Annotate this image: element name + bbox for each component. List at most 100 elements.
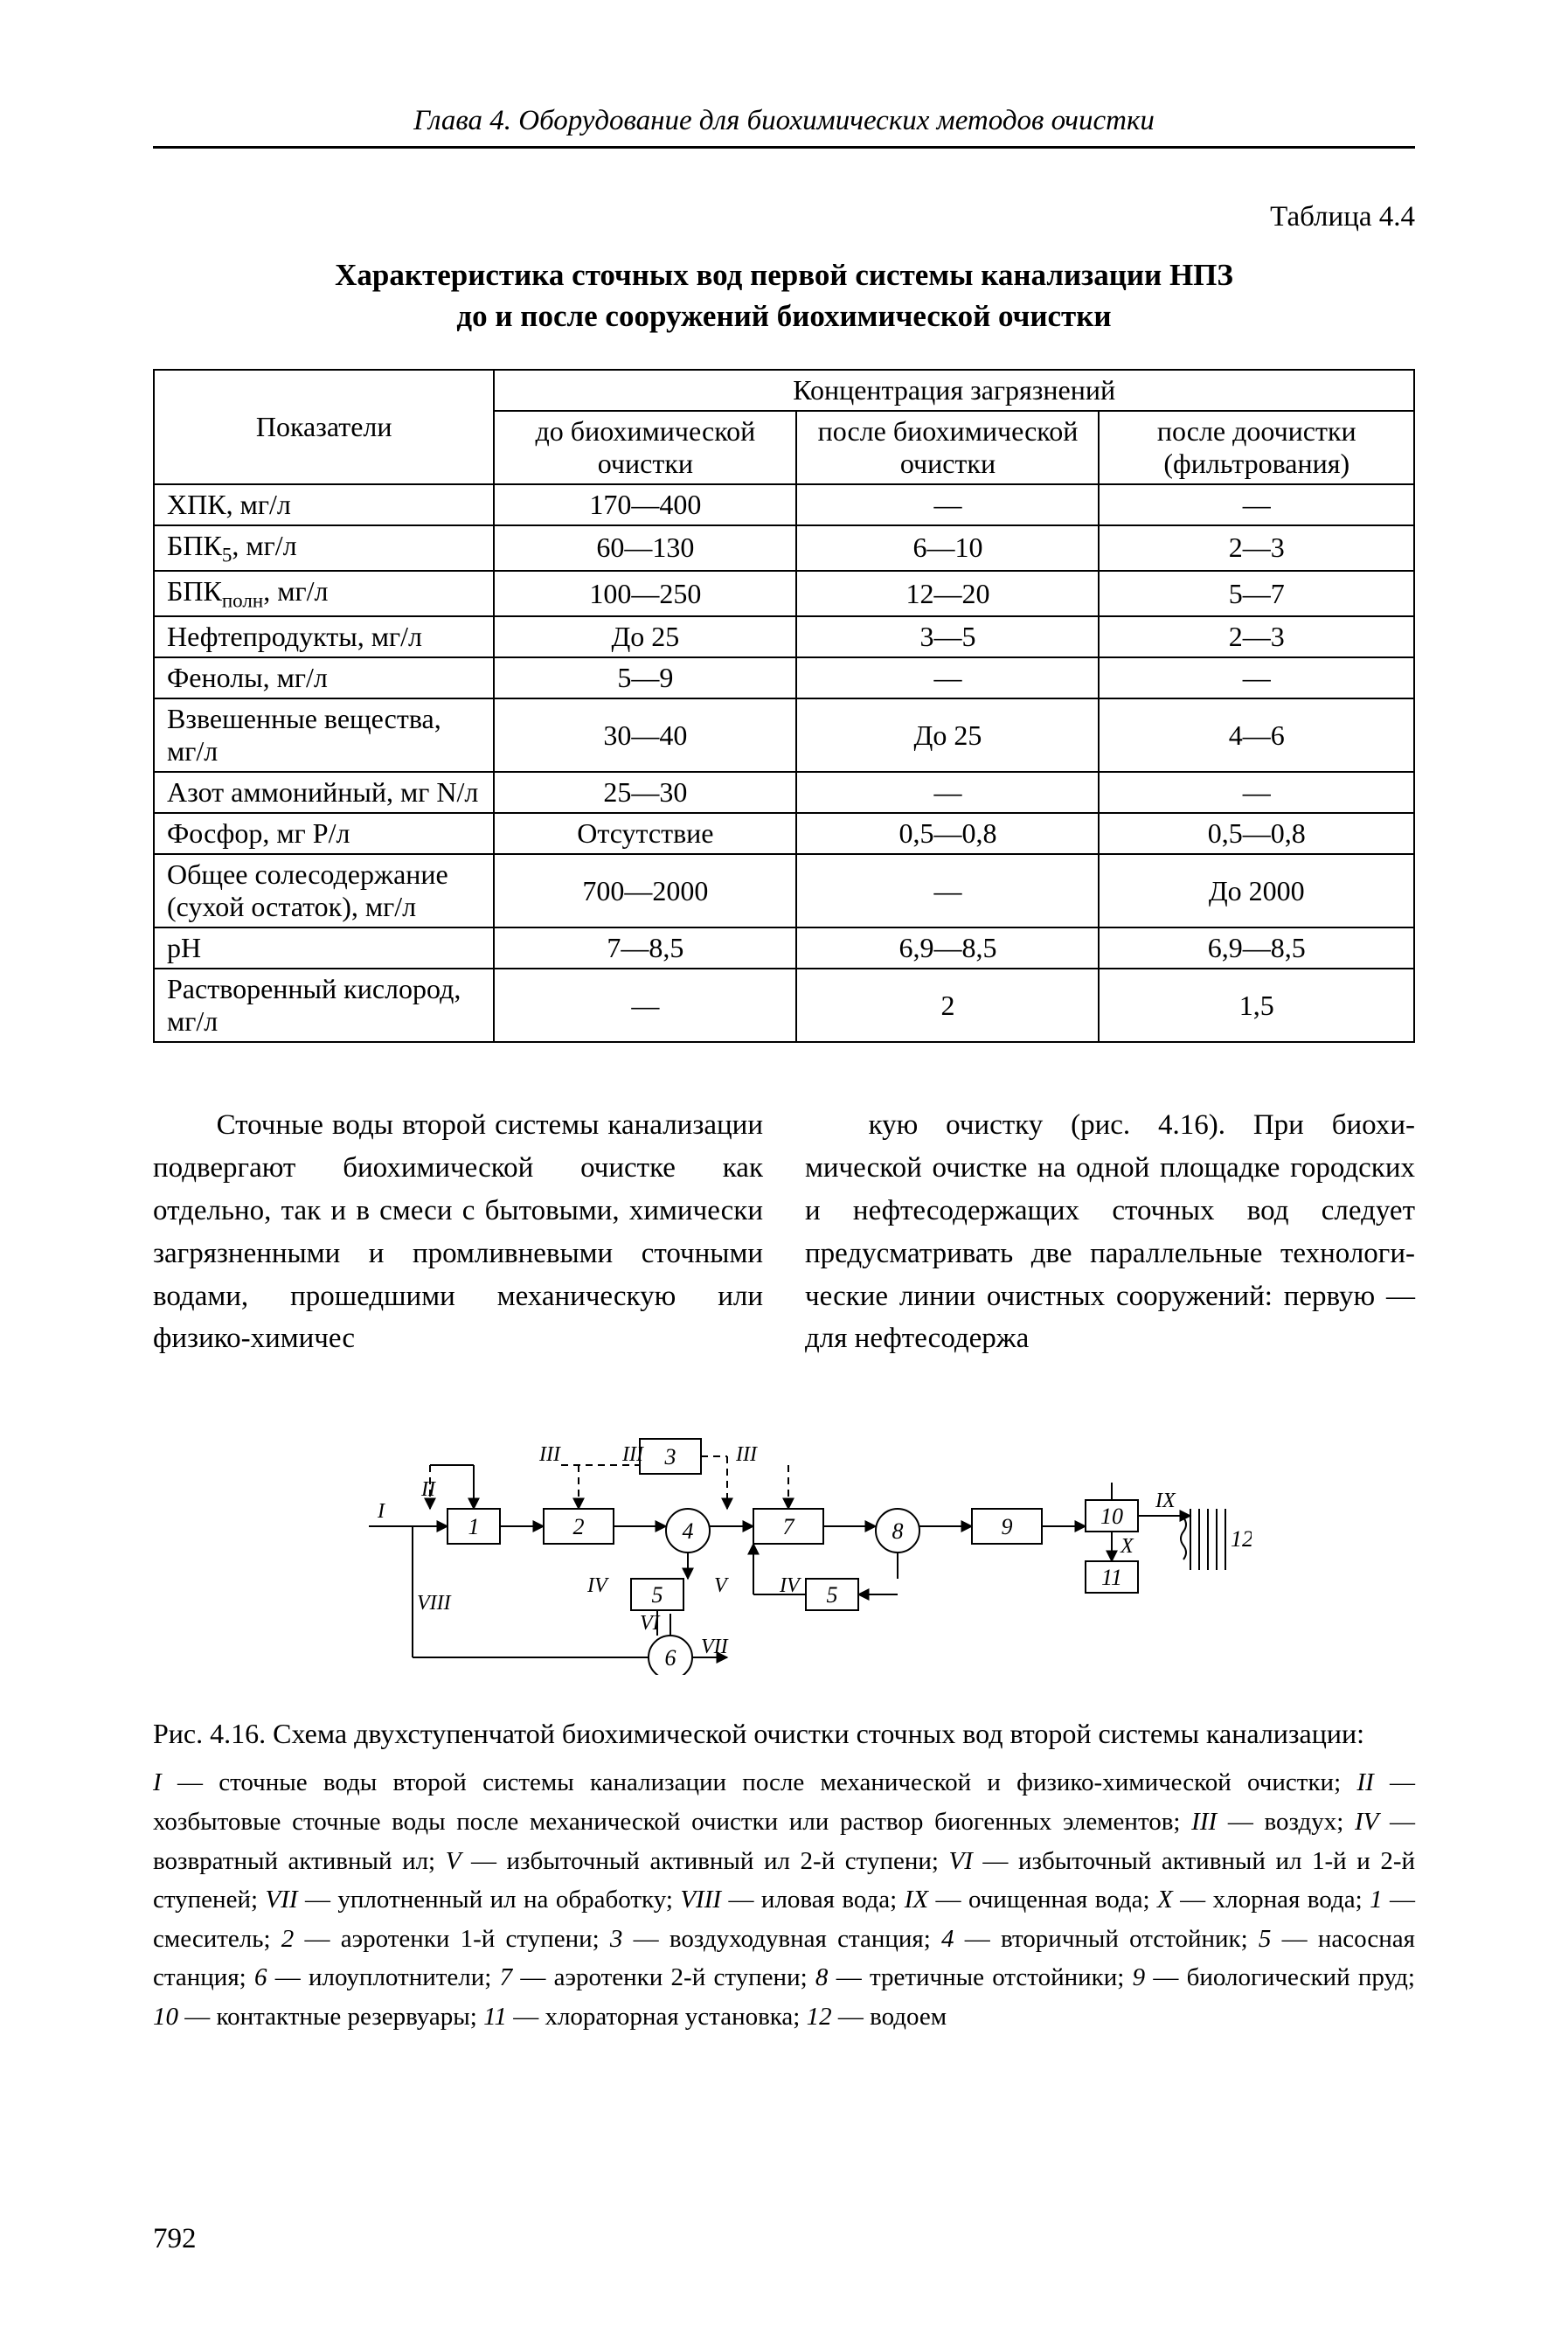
param-cell: Фенолы, мг/л	[154, 657, 494, 698]
col-header-param: Показатели	[154, 370, 494, 484]
value-cell: 170—400	[494, 484, 796, 525]
table-row: pH7—8,56,9—8,56,9—8,5	[154, 927, 1414, 969]
value-cell: 0,5—0,8	[1099, 813, 1414, 854]
figure-caption-lead: Рис. 4.16. Схема двухступенчатой биохими…	[153, 1714, 1415, 1753]
svg-text:VI: VI	[640, 1612, 661, 1635]
svg-text:I: I	[377, 1500, 385, 1523]
table-row: Растворенный кисло­род, мг/л—21,5	[154, 969, 1414, 1042]
param-cell: БПКполн, мг/л	[154, 571, 494, 616]
svg-text:12: 12	[1231, 1526, 1252, 1552]
value-cell: —	[494, 969, 796, 1042]
svg-text:5: 5	[827, 1582, 838, 1608]
value-cell: 0,5—0,8	[796, 813, 1099, 854]
table-row: Азот аммонийный, мг N/л25—30——	[154, 772, 1414, 813]
flowchart-svg: 1234567589101112IIIIIIIIIIIIIVIVVVIVIIVI…	[316, 1413, 1252, 1675]
running-head: Глава 4. Оборудование для биохимических …	[153, 105, 1415, 149]
value-cell: —	[1099, 657, 1414, 698]
param-cell: Общее солесодержание (сухой остаток), мг…	[154, 854, 494, 927]
data-table: Показатели Концентрация загрязнений до б…	[153, 369, 1415, 1044]
page-number: 792	[153, 2223, 197, 2255]
svg-text:9: 9	[1002, 1514, 1013, 1539]
value-cell: 5—9	[494, 657, 796, 698]
value-cell: 3—5	[796, 616, 1099, 657]
value-cell: Отсутствие	[494, 813, 796, 854]
svg-text:III: III	[621, 1443, 644, 1466]
svg-text:IV: IV	[586, 1574, 609, 1597]
svg-text:VIII: VIII	[417, 1592, 452, 1615]
value-cell: —	[796, 484, 1099, 525]
svg-text:3: 3	[664, 1444, 676, 1469]
value-cell: 7—8,5	[494, 927, 796, 969]
value-cell: 1,5	[1099, 969, 1414, 1042]
body-col2: кую очистку (рис. 4.16). При биохи­мичес…	[805, 1104, 1415, 1360]
svg-text:IX: IX	[1155, 1490, 1176, 1512]
value-cell: 100—250	[494, 571, 796, 616]
value-cell: До 2000	[1099, 854, 1414, 927]
value-cell: До 25	[796, 698, 1099, 772]
table-title-line1: Характеристика сточных вод первой систем…	[335, 258, 1233, 292]
table-row: Фосфор, мг Р/лОтсутствие0,5—0,80,5—0,8	[154, 813, 1414, 854]
value-cell: 60—130	[494, 525, 796, 571]
value-cell: 4—6	[1099, 698, 1414, 772]
figure-4-16: 1234567589101112IIIIIIIIIIIIIVIVVVIVIIVI…	[153, 1413, 1415, 1679]
value-cell: —	[1099, 484, 1414, 525]
svg-text:7: 7	[783, 1514, 795, 1539]
svg-text:II: II	[420, 1478, 436, 1501]
value-cell: 12—20	[796, 571, 1099, 616]
col-header-c: после доочистки (фильтрования)	[1099, 411, 1414, 484]
value-cell: 2	[796, 969, 1099, 1042]
value-cell: —	[1099, 772, 1414, 813]
svg-text:2: 2	[573, 1514, 585, 1539]
param-cell: Фосфор, мг Р/л	[154, 813, 494, 854]
table-title: Характеристика сточных вод первой систем…	[188, 254, 1380, 337]
value-cell: —	[796, 854, 1099, 927]
param-cell: БПК5, мг/л	[154, 525, 494, 571]
value-cell: 700—2000	[494, 854, 796, 927]
value-cell: 6—10	[796, 525, 1099, 571]
col-header-group: Концентрация загрязнений	[494, 370, 1414, 411]
param-cell: Нефтепродукты, мг/л	[154, 616, 494, 657]
svg-text:5: 5	[652, 1582, 663, 1608]
svg-text:V: V	[714, 1574, 729, 1597]
value-cell: До 25	[494, 616, 796, 657]
value-cell: 2—3	[1099, 616, 1414, 657]
param-cell: Взвешенные вещества, мг/л	[154, 698, 494, 772]
value-cell: —	[796, 657, 1099, 698]
table-row: БПК5, мг/л60—1306—102—3	[154, 525, 1414, 571]
svg-text:III: III	[735, 1443, 758, 1466]
value-cell: 2—3	[1099, 525, 1414, 571]
svg-text:4: 4	[683, 1518, 694, 1544]
table-title-line2: до и после сооружений биохимической очис…	[456, 299, 1111, 333]
col-header-b: после биохими­ческой очистки	[796, 411, 1099, 484]
figure-caption: Рис. 4.16. Схема двухступенчатой биохими…	[153, 1714, 1415, 2034]
table-row: Общее солесодержание (сухой остаток), мг…	[154, 854, 1414, 927]
svg-text:III: III	[538, 1443, 561, 1466]
table-row: БПКполн, мг/л100—25012—205—7	[154, 571, 1414, 616]
value-cell: 30—40	[494, 698, 796, 772]
svg-text:VII: VII	[701, 1636, 729, 1658]
table-row: Фенолы, мг/л5—9——	[154, 657, 1414, 698]
value-cell: 25—30	[494, 772, 796, 813]
svg-text:6: 6	[665, 1645, 676, 1671]
body-text: Сточные воды второй системы канализации …	[153, 1104, 1415, 1360]
table-row: ХПК, мг/л170—400——	[154, 484, 1414, 525]
svg-text:10: 10	[1100, 1504, 1123, 1529]
param-cell: pH	[154, 927, 494, 969]
param-cell: Азот аммонийный, мг N/л	[154, 772, 494, 813]
svg-text:11: 11	[1101, 1565, 1122, 1590]
col-header-a: до биохимической очистки	[494, 411, 796, 484]
svg-text:IV: IV	[779, 1574, 801, 1597]
svg-text:8: 8	[892, 1518, 904, 1544]
body-col1: Сточные воды второй системы канализации …	[153, 1104, 763, 1360]
value-cell: 6,9—8,5	[1099, 927, 1414, 969]
value-cell: 6,9—8,5	[796, 927, 1099, 969]
param-cell: Растворенный кисло­род, мг/л	[154, 969, 494, 1042]
table-label: Таблица 4.4	[153, 201, 1415, 233]
svg-text:X: X	[1120, 1535, 1134, 1558]
value-cell: 5—7	[1099, 571, 1414, 616]
param-cell: ХПК, мг/л	[154, 484, 494, 525]
table-row: Нефтепродукты, мг/лДо 253—52—3	[154, 616, 1414, 657]
figure-caption-legend: I — сточные воды второй системы канализа…	[153, 1768, 1415, 2031]
svg-text:1: 1	[468, 1514, 480, 1539]
value-cell: —	[796, 772, 1099, 813]
